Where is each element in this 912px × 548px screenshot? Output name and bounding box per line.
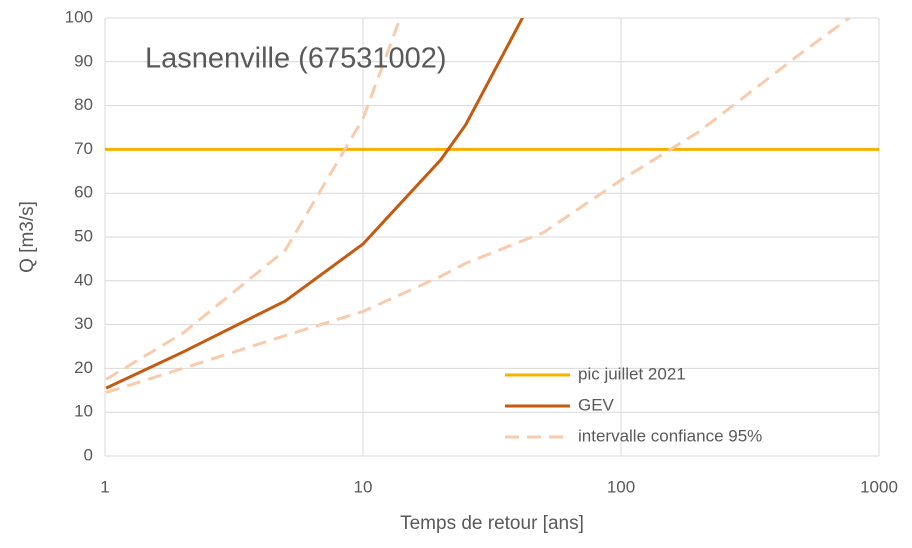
y-tick-label: 10 <box>74 402 93 421</box>
y-axis-label: Q [m3/s] <box>17 201 38 273</box>
y-tick-label: 70 <box>74 139 93 158</box>
x-axis-label: Temps de retour [ans] <box>400 513 584 534</box>
legend-label: intervalle confiance 95% <box>578 426 762 445</box>
y-tick-label: 50 <box>74 226 93 245</box>
x-tick-label: 1000 <box>860 477 898 496</box>
x-tick-label: 10 <box>354 477 373 496</box>
series-line <box>105 18 525 390</box>
plot-area <box>105 18 879 394</box>
y-tick-label: 90 <box>74 51 93 70</box>
x-tick-label: 100 <box>607 477 635 496</box>
grid <box>104 17 880 457</box>
y-tick-label: 60 <box>74 183 93 202</box>
y-tick-label: 0 <box>84 445 93 464</box>
series-line <box>105 18 402 381</box>
legend: pic juillet 2021 GEV intervalle confiance … <box>505 364 762 445</box>
y-tick-label: 30 <box>74 314 93 333</box>
x-tick-label: 1 <box>100 477 109 496</box>
y-tick-label: 80 <box>74 95 93 114</box>
y-tick-label: 40 <box>74 270 93 289</box>
series-line <box>105 18 852 394</box>
y-tick-label: 100 <box>65 7 93 26</box>
legend-label: GEV <box>578 395 615 414</box>
chart-title: Lasnenville (67531002) <box>145 43 447 75</box>
legend-label: pic juillet 2021 <box>578 364 686 383</box>
y-tick-label: 20 <box>74 358 93 377</box>
